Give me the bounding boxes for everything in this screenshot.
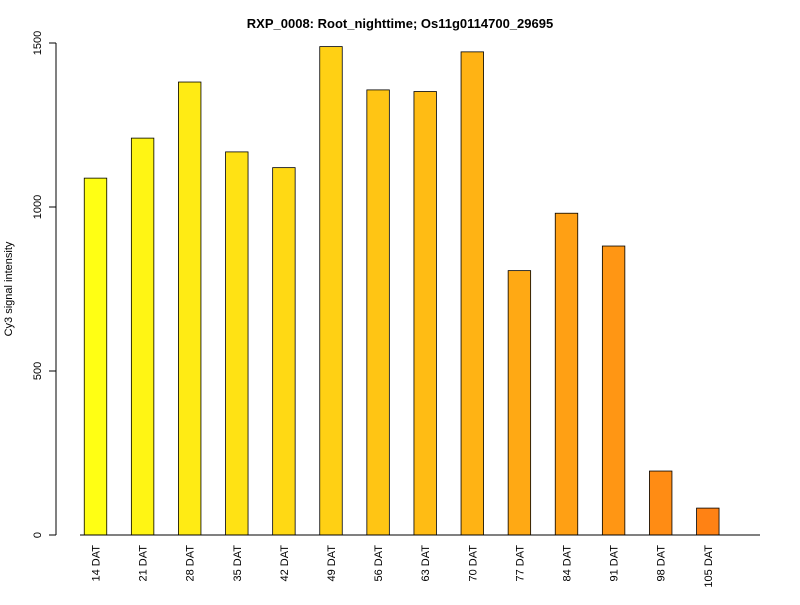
y-tick-label: 1000 — [32, 195, 44, 219]
x-tick-label: 63 DAT — [420, 545, 432, 582]
bar-35-dat — [225, 151, 249, 536]
x-tick-label: 77 DAT — [514, 545, 526, 582]
bar-70-dat — [460, 51, 484, 536]
y-axis-label: Cy3 signal intensity — [3, 241, 15, 336]
x-tick-label: 84 DAT — [562, 545, 574, 582]
x-tick-label: 98 DAT — [656, 545, 668, 582]
x-tick-label: 91 DAT — [609, 545, 621, 582]
bar-42-dat — [272, 167, 296, 536]
bar-98-dat — [649, 470, 673, 536]
bar-105-dat — [696, 507, 720, 536]
bar-77-dat — [507, 270, 532, 536]
bar-28-dat — [178, 81, 202, 536]
y-tick-label: 1500 — [32, 31, 44, 55]
x-axis: 14 DAT 21 DAT 28 DAT 35 DAT 42 DAT 49 DAT 56 D… — [80, 534, 760, 588]
y-tick-label: 500 — [32, 362, 44, 380]
x-tick-label: 14 DAT — [91, 545, 103, 582]
bars-group — [83, 46, 720, 536]
x-tick-label: 21 DAT — [138, 545, 150, 582]
bar-91-dat — [601, 245, 626, 536]
x-tick-label: 56 DAT — [373, 545, 385, 582]
x-tick-label: 70 DAT — [467, 545, 479, 582]
y-axis: 0 500 1000 1500 — [32, 31, 57, 538]
x-tick-label: 49 DAT — [326, 545, 338, 582]
x-tick-label: 28 DAT — [185, 545, 197, 582]
bar-63-dat — [413, 91, 437, 536]
y-tick-label: 0 — [32, 532, 44, 538]
bar-49-dat — [319, 46, 343, 536]
bar-14-dat — [83, 177, 108, 536]
x-tick-label: 35 DAT — [232, 545, 244, 582]
bar-56-dat — [366, 89, 390, 536]
bar-21-dat — [130, 137, 155, 536]
bar-84-dat — [554, 212, 579, 536]
x-tick-label: 42 DAT — [279, 545, 291, 582]
x-tick-label: 105 DAT — [703, 545, 715, 588]
chart-title: RXP_0008: Root_nighttime; Os11g0114700_2… — [247, 16, 553, 31]
